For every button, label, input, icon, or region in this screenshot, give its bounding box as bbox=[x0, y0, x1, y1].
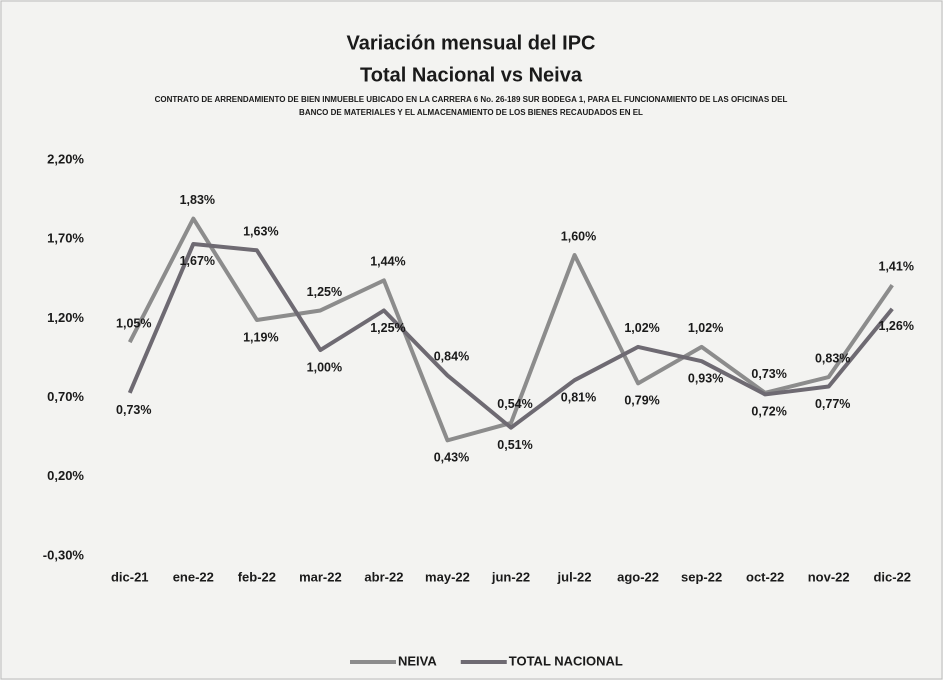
data-label: 1,26% bbox=[879, 319, 914, 333]
data-label: 0,79% bbox=[624, 394, 659, 408]
data-label: 0,77% bbox=[815, 397, 850, 411]
x-tick-label: may-22 bbox=[425, 569, 470, 584]
data-label: 1,83% bbox=[180, 193, 215, 207]
x-tick-label: nov-22 bbox=[808, 569, 850, 584]
x-tick-label: abr-22 bbox=[364, 569, 403, 584]
chart-subtitle: Total Nacional vs Neiva bbox=[360, 64, 583, 86]
data-label: 0,54% bbox=[497, 397, 532, 411]
data-label: 1,25% bbox=[307, 285, 342, 299]
data-label: 1,25% bbox=[370, 321, 405, 335]
data-label: 1,63% bbox=[243, 225, 278, 239]
data-label: 1,44% bbox=[370, 255, 405, 269]
data-label: 1,60% bbox=[561, 229, 596, 243]
data-label: 0,93% bbox=[688, 371, 723, 385]
data-label: 1,05% bbox=[116, 316, 151, 330]
y-tick-label: 1,20% bbox=[47, 310, 84, 325]
data-label: 1,67% bbox=[180, 254, 215, 268]
y-tick-label: 1,70% bbox=[47, 231, 84, 246]
data-label: 0,43% bbox=[434, 451, 469, 465]
x-tick-label: feb-22 bbox=[238, 569, 276, 584]
y-tick-label: 0,20% bbox=[47, 468, 84, 483]
data-label: 0,72% bbox=[751, 405, 786, 419]
data-label: 1,00% bbox=[307, 360, 342, 374]
y-tick-label: -0,30% bbox=[43, 547, 85, 562]
x-tick-label: oct-22 bbox=[746, 569, 784, 584]
y-tick-label: 0,70% bbox=[47, 389, 84, 404]
legend-label: TOTAL NACIONAL bbox=[509, 653, 623, 668]
x-tick-label: ago-22 bbox=[617, 569, 659, 584]
data-label: 0,83% bbox=[815, 351, 850, 365]
x-tick-label: jul-22 bbox=[557, 569, 592, 584]
data-label: 0,73% bbox=[751, 367, 786, 381]
x-tick-label: ene-22 bbox=[173, 569, 214, 584]
data-label: 1,19% bbox=[243, 330, 278, 344]
legend-label: NEIVA bbox=[398, 653, 437, 668]
data-label: 1,02% bbox=[624, 321, 659, 335]
chart-title: Variación mensual del IPC bbox=[347, 32, 596, 54]
x-tick-label: dic-21 bbox=[111, 569, 149, 584]
data-label: 1,41% bbox=[879, 259, 914, 273]
note: CONTRATO DE ARRENDAMIENTO DE BIEN INMUEB… bbox=[155, 95, 788, 104]
note: BANCO DE MATERIALES Y EL ALMACENAMIENTO … bbox=[299, 108, 643, 117]
data-label: 0,51% bbox=[497, 438, 532, 452]
data-label: 0,73% bbox=[116, 403, 151, 417]
x-tick-label: dic-22 bbox=[873, 569, 911, 584]
series-line bbox=[127, 241, 894, 430]
data-label: 0,84% bbox=[434, 350, 469, 364]
data-label: 0,81% bbox=[561, 390, 596, 404]
x-tick-label: jun-22 bbox=[491, 569, 530, 584]
x-tick-label: sep-22 bbox=[681, 569, 722, 584]
y-tick-label: 2,20% bbox=[47, 151, 84, 166]
x-tick-label: mar-22 bbox=[299, 569, 342, 584]
data-label: 1,02% bbox=[688, 321, 723, 335]
